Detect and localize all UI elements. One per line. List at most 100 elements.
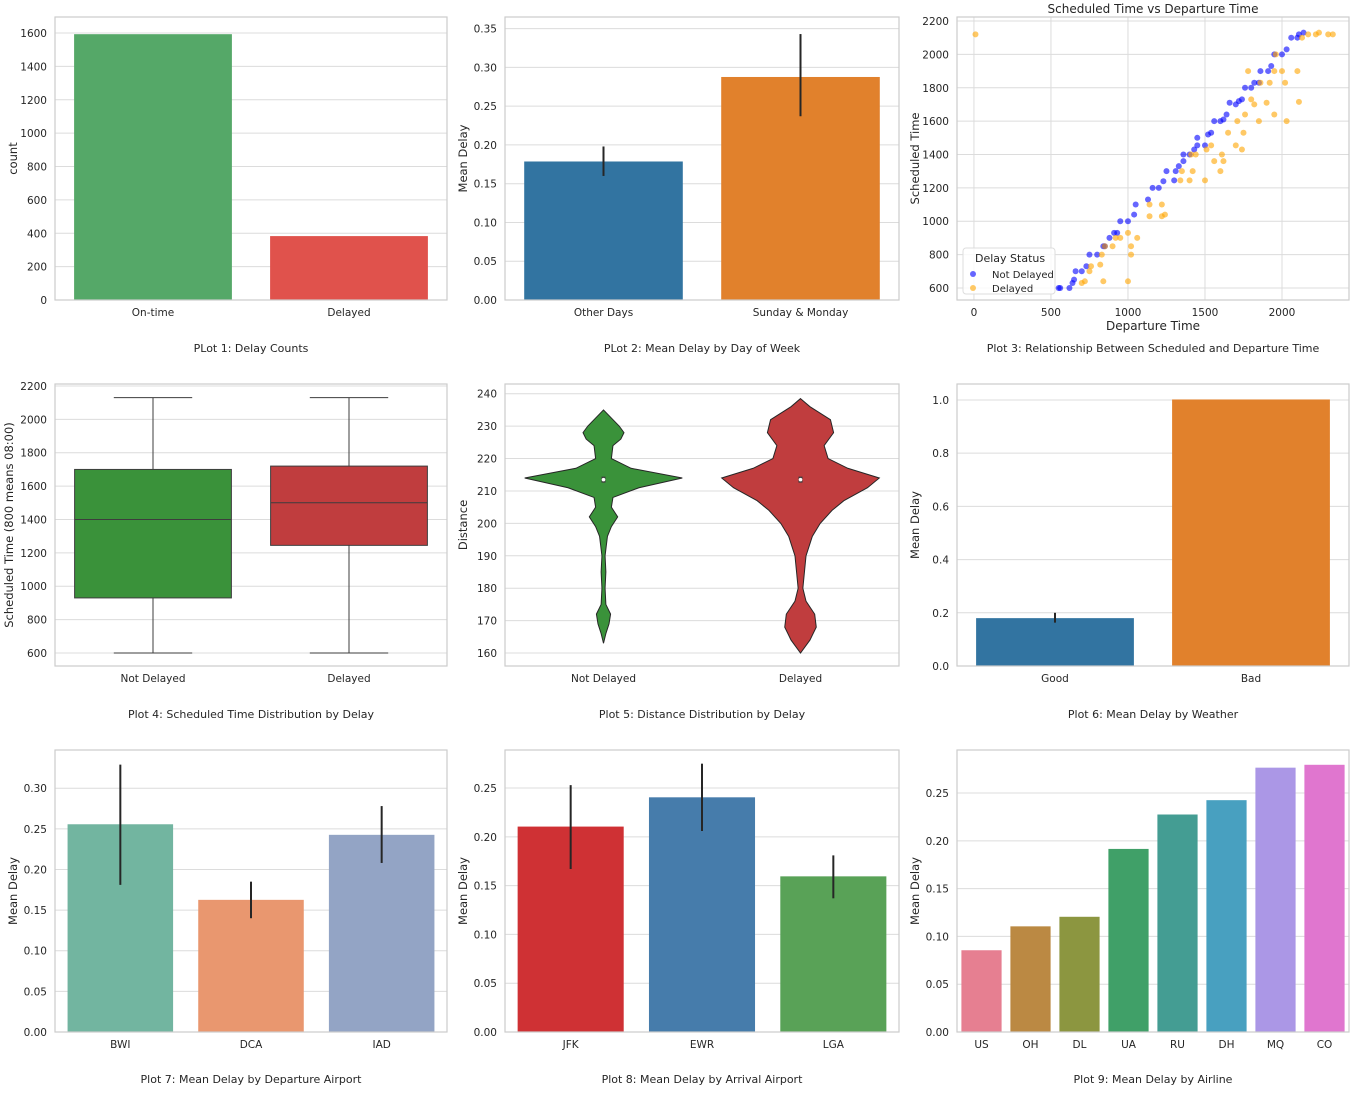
point-not-delayed	[1114, 229, 1121, 236]
x-tick-label: Not Delayed	[571, 673, 636, 685]
y-tick-label: 1200	[922, 183, 949, 195]
bar-dca	[198, 899, 304, 1033]
point-delayed	[1271, 68, 1278, 75]
bar-oh	[1010, 926, 1051, 1033]
y-tick-label: 1800	[922, 83, 949, 95]
y-tick-label: 800	[27, 615, 47, 627]
bar-other-days	[524, 161, 683, 301]
y-tick-label: 0.05	[474, 256, 497, 268]
point-delayed	[1283, 118, 1290, 125]
panel-p9: 0.00 0.05 0.10 0.15 0.20 0.25 US OH DL UA RU DH MQ CO…	[908, 749, 1350, 1086]
point-delayed	[972, 31, 979, 38]
y-tick-label: 0.15	[24, 905, 47, 917]
y-tick-label: 0.8	[932, 448, 949, 460]
point-delayed	[1263, 99, 1270, 106]
point-not-delayed	[1055, 284, 1062, 291]
y-tick-label: 2200	[922, 16, 949, 28]
point-delayed	[1315, 29, 1322, 36]
x-tick-label: 1500	[1192, 307, 1219, 319]
panel-caption: PLot 1: Delay Counts	[194, 342, 309, 355]
legend-title: Delay Status	[975, 252, 1045, 265]
point-delayed	[1098, 251, 1105, 258]
point-delayed	[1128, 243, 1135, 250]
y-tick-label: 0.00	[24, 1027, 47, 1039]
panel-caption: Plot 7: Mean Delay by Departure Airport	[141, 1073, 363, 1086]
bar-us	[961, 950, 1002, 1033]
point-not-delayed	[1155, 184, 1162, 191]
point-delayed	[1128, 251, 1135, 258]
legend-frame	[962, 247, 1056, 295]
point-delayed	[1112, 234, 1119, 241]
point-not-delayed	[1211, 118, 1218, 125]
y-tick-label: 0.0	[932, 661, 949, 673]
point-not-delayed	[1223, 111, 1230, 118]
legend: Delay Status Not Delayed Delayed	[962, 247, 1056, 295]
y-tick-label: 1400	[20, 514, 47, 526]
y-tick-label: 2000	[922, 49, 949, 61]
y-tick-label: 1.0	[932, 395, 949, 407]
point-not-delayed	[1278, 51, 1285, 58]
bar-ewr	[648, 797, 756, 1033]
bar-ua	[1108, 848, 1149, 1033]
point-not-delayed	[1268, 63, 1275, 70]
point-not-delayed	[1238, 96, 1245, 103]
point-delayed	[1271, 111, 1278, 118]
y-tick-label: 180	[477, 583, 497, 595]
point-not-delayed	[1226, 99, 1233, 106]
point-delayed	[1325, 31, 1332, 38]
axes-frame	[956, 383, 1350, 667]
y-tick-label: 2000	[20, 414, 47, 426]
point-delayed	[1124, 229, 1131, 236]
box	[74, 468, 232, 599]
bar-good	[976, 618, 1134, 667]
y-tick-label: 160	[477, 648, 497, 660]
point-delayed	[1257, 79, 1264, 86]
axes-frame	[504, 749, 900, 1033]
panel-p5: 160 170 180 190 200 210 220 230 240 Not Delayed De…	[456, 383, 900, 721]
panel-p6: 0.0 0.2 0.4 0.6 0.8 1.0 Good Bad Mean Delay Plot …	[908, 383, 1350, 721]
y-axis-label: Mean Delay	[908, 857, 922, 925]
violin	[524, 409, 683, 644]
x-tick-label: JFK	[562, 1039, 580, 1051]
point-not-delayed	[1257, 68, 1264, 75]
y-tick-label: 0.25	[474, 101, 497, 113]
point-not-delayed	[1083, 263, 1090, 270]
x-tick-label: Delayed	[779, 673, 822, 685]
point-delayed	[1192, 151, 1199, 158]
point-not-delayed	[1208, 129, 1215, 136]
x-tick-label: 500	[1041, 307, 1061, 319]
y-tick-label: 0.20	[926, 836, 949, 848]
point-not-delayed	[1117, 218, 1124, 225]
y-tick-label: 1600	[922, 116, 949, 128]
bar-co	[1304, 764, 1345, 1033]
y-tick-label: 0.15	[474, 881, 497, 893]
median-dot	[601, 477, 606, 482]
point-delayed	[1211, 158, 1218, 165]
point-not-delayed	[1072, 268, 1079, 275]
y-tick-label: 0.05	[474, 978, 497, 990]
y-axis-label: Mean Delay	[456, 857, 470, 925]
point-delayed	[1117, 234, 1124, 241]
x-tick-label: Good	[1041, 673, 1069, 685]
y-axis-label: Distance	[456, 500, 470, 550]
y-tick-label: 2200	[20, 381, 47, 393]
x-tick-label: EWR	[690, 1039, 714, 1051]
point-not-delayed	[1171, 177, 1178, 184]
x-tick-label: Other Days	[574, 307, 633, 319]
point-delayed	[1278, 68, 1285, 75]
y-tick-label: 1200	[20, 95, 47, 107]
y-axis-label: Scheduled Time (800 means 08:00)	[2, 422, 16, 628]
x-tick-label: IAD	[372, 1039, 390, 1051]
point-delayed	[1188, 151, 1195, 158]
x-tick-label: DL	[1073, 1039, 1087, 1051]
legend-label: Not Delayed	[992, 270, 1054, 281]
point-delayed	[1220, 158, 1227, 165]
x-tick-label: LGA	[823, 1039, 845, 1051]
y-tick-label: 1000	[922, 216, 949, 228]
point-delayed	[1238, 146, 1245, 153]
point-not-delayed	[1265, 68, 1272, 75]
y-tick-label: 200	[27, 262, 47, 274]
point-not-delayed	[1194, 142, 1201, 149]
point-not-delayed	[1172, 168, 1179, 175]
point-delayed	[1232, 142, 1239, 149]
